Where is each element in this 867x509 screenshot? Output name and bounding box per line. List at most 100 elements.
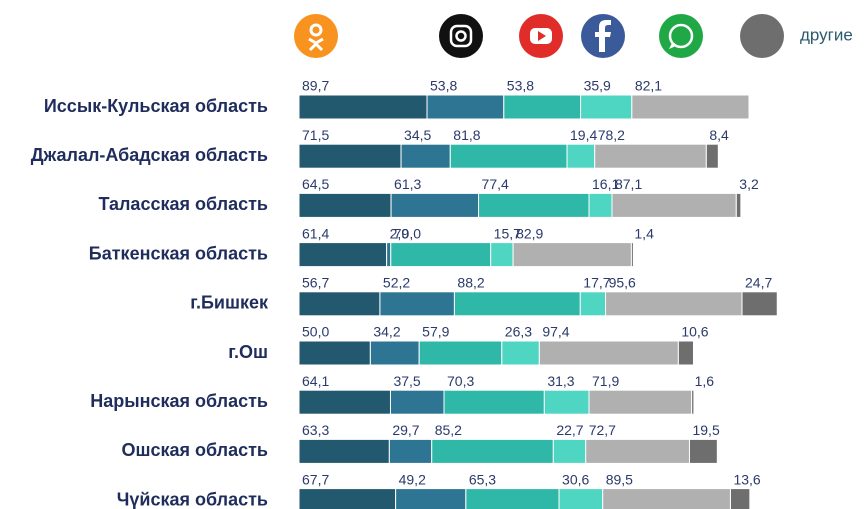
bar-segment bbox=[379, 291, 455, 317]
value-label: 26,3 bbox=[505, 324, 532, 340]
bar-segment bbox=[741, 291, 778, 317]
value-label: 24,7 bbox=[745, 275, 772, 291]
bar-segment bbox=[400, 143, 451, 169]
value-label: 31,3 bbox=[547, 373, 574, 389]
bar-segment bbox=[602, 488, 731, 509]
category-label: Таласская область bbox=[98, 194, 268, 214]
bar-segment bbox=[465, 488, 560, 509]
value-label: 57,9 bbox=[422, 324, 449, 340]
legend-icon bbox=[740, 14, 784, 58]
category-label: Джалал-Абадская область bbox=[31, 145, 268, 165]
bar-segment bbox=[298, 291, 381, 317]
icon-glyph bbox=[449, 24, 473, 48]
bar-segment bbox=[579, 291, 607, 317]
bar-segment bbox=[390, 242, 492, 268]
value-label: 70,0 bbox=[394, 225, 421, 241]
value-label: 95,6 bbox=[609, 275, 636, 291]
bar-segment bbox=[298, 242, 388, 268]
value-label: 82,1 bbox=[635, 78, 662, 94]
value-label: 63,3 bbox=[302, 422, 329, 438]
legend-label: другие bbox=[800, 25, 853, 44]
value-label: 89,7 bbox=[302, 78, 329, 94]
value-label: 71,9 bbox=[592, 373, 619, 389]
value-label: 77,4 bbox=[482, 176, 509, 192]
category-label: Нарынская область bbox=[90, 391, 268, 411]
icon-glyph bbox=[538, 31, 546, 41]
bar-segment bbox=[538, 340, 679, 366]
bar-segment bbox=[512, 242, 632, 268]
category-label: Иссык-Кульская область bbox=[44, 96, 268, 116]
value-label: 81,8 bbox=[453, 127, 480, 143]
value-label: 19,5 bbox=[692, 422, 719, 438]
value-label: 72,7 bbox=[589, 422, 616, 438]
bar-segment bbox=[390, 192, 480, 218]
bar-segment bbox=[490, 242, 514, 268]
legend-icon bbox=[439, 14, 483, 58]
value-label: 71,5 bbox=[302, 127, 329, 143]
bar-segment bbox=[298, 340, 371, 366]
value-label: 1,4 bbox=[634, 225, 654, 241]
category-label: г.Ош bbox=[228, 342, 268, 362]
value-label: 53,8 bbox=[430, 78, 457, 94]
bar-segment bbox=[691, 389, 695, 415]
bar-segment bbox=[588, 192, 613, 218]
value-label: 64,5 bbox=[302, 176, 329, 192]
value-label: 3,2 bbox=[739, 176, 759, 192]
value-label: 34,5 bbox=[404, 127, 431, 143]
bar-segment bbox=[369, 340, 420, 366]
bar-segment bbox=[418, 340, 503, 366]
bar-segment bbox=[298, 389, 391, 415]
value-label: 61,3 bbox=[394, 176, 421, 192]
bar-segment bbox=[585, 438, 690, 464]
value-label: 30,6 bbox=[562, 471, 589, 487]
value-label: 67,7 bbox=[302, 471, 329, 487]
icon-glyph bbox=[669, 43, 676, 49]
value-label: 88,2 bbox=[457, 275, 484, 291]
bar-segment bbox=[298, 438, 390, 464]
category-label: Баткенская область bbox=[89, 243, 268, 263]
value-label: 35,9 bbox=[584, 78, 611, 94]
bar-segment bbox=[298, 488, 397, 509]
bar-segment bbox=[688, 438, 718, 464]
icon-glyph bbox=[308, 37, 324, 52]
value-label: 15,7 bbox=[494, 225, 521, 241]
legend-icon bbox=[659, 14, 703, 58]
bar-segment bbox=[298, 143, 402, 169]
bar-segment bbox=[503, 94, 582, 120]
category-label: г.Бишкек bbox=[190, 293, 269, 313]
bar-segment bbox=[443, 389, 545, 415]
bar-segment bbox=[449, 143, 568, 169]
bar-segment bbox=[558, 488, 604, 509]
icon-glyph bbox=[309, 23, 323, 37]
value-label: 61,4 bbox=[302, 225, 329, 241]
value-label: 85,2 bbox=[435, 422, 462, 438]
value-label: 87,1 bbox=[615, 176, 642, 192]
icon-glyph bbox=[455, 30, 467, 42]
bar-segment bbox=[677, 340, 694, 366]
bar-segment bbox=[594, 143, 707, 169]
value-label: 37,5 bbox=[393, 373, 420, 389]
legend: другие bbox=[294, 14, 853, 58]
bar-segment bbox=[388, 438, 433, 464]
bar-segment bbox=[426, 94, 505, 120]
value-label: 52,2 bbox=[383, 275, 410, 291]
value-label: 1,6 bbox=[695, 373, 715, 389]
value-label: 65,3 bbox=[469, 471, 496, 487]
bar-segment bbox=[566, 143, 596, 169]
value-label: 13,6 bbox=[733, 471, 760, 487]
bar-segment bbox=[580, 94, 633, 120]
value-label: 22,7 bbox=[556, 422, 583, 438]
value-label: 49,2 bbox=[399, 471, 426, 487]
value-label: 16,1 bbox=[592, 176, 619, 192]
bar-segment bbox=[543, 389, 590, 415]
bar-segment bbox=[298, 192, 392, 218]
value-label: 70,3 bbox=[447, 373, 474, 389]
value-label: 8,4 bbox=[709, 127, 729, 143]
category-label: Чүйская область bbox=[117, 489, 268, 509]
value-label: 19,4 bbox=[570, 127, 597, 143]
bar-segment bbox=[631, 94, 750, 120]
bar-segment bbox=[729, 488, 751, 509]
bar-segment bbox=[705, 143, 719, 169]
